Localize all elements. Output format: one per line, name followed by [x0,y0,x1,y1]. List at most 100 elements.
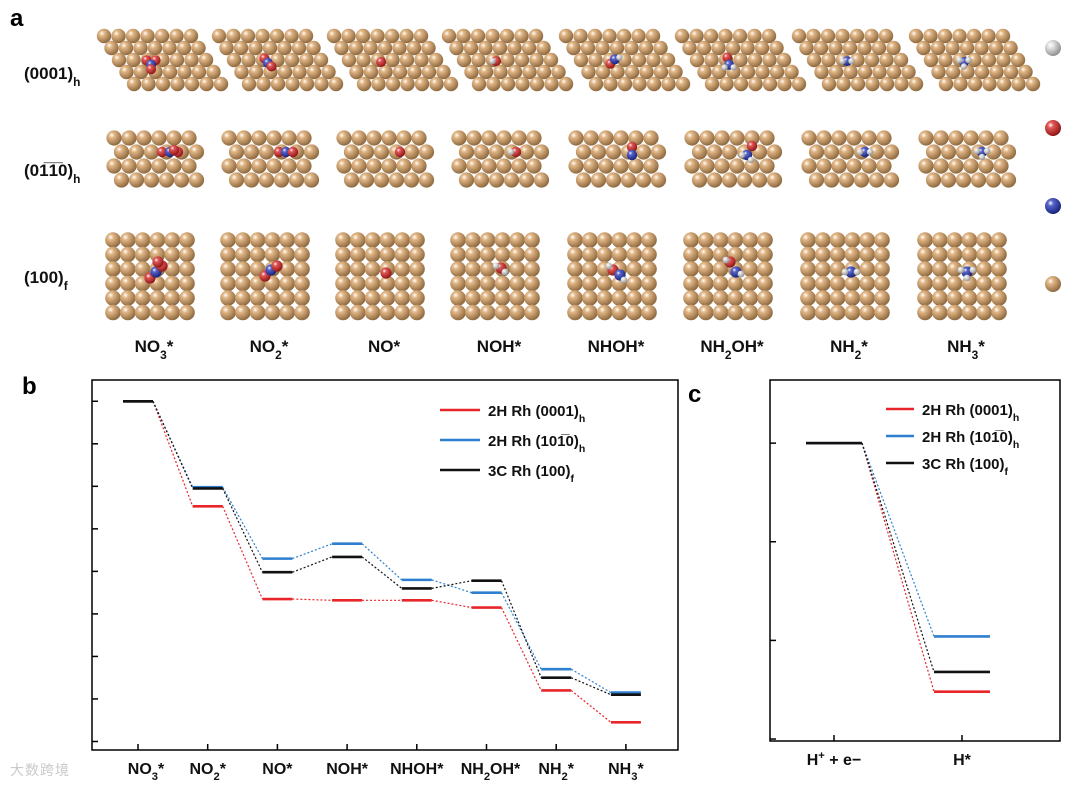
rh-atom [524,246,540,263]
rh-atom [733,76,749,92]
rh-atom [470,28,486,44]
rh-atom [808,172,825,188]
x-tick-label-1-part: * [220,761,227,778]
rh-atom [529,52,544,68]
rh-atom [742,304,758,321]
rh-atom [859,275,875,292]
rh-atom [769,64,785,80]
rh-atom [955,172,972,188]
rh-atom [1003,64,1019,80]
rh-atom [248,40,263,56]
rh-atom [251,158,267,174]
rh-atom [294,290,310,306]
rh-atom [536,64,552,80]
rh-atom [711,40,726,56]
rh-atom [946,304,963,321]
rh-atom [821,52,836,68]
adsorbate-atom [839,57,846,65]
rh-atom [377,40,393,56]
x-tick-label-1-part: 2 [213,771,219,783]
rh-atom [908,28,924,44]
rh-atom [509,246,525,263]
series-2 [806,441,990,674]
rh-atom [240,28,256,44]
rh-atom [183,28,199,44]
rh-atom [235,275,251,292]
rh-atom [675,76,691,92]
rh-atom [978,130,994,146]
connector-line [500,580,542,678]
rh-atom [518,144,535,160]
rh-atom [522,64,537,80]
rh-atom [509,275,525,292]
rh-atom [955,144,972,160]
connector-line [570,668,612,694]
adsorbate-atom [722,256,730,264]
rh-atom [106,130,122,146]
rh-atom [844,246,861,263]
slab-0001-2 [326,28,459,92]
connector-line [292,556,333,573]
rh-atom [551,64,566,80]
legend-label-1: 2H Rh (101̅0)h [922,429,1019,451]
rh-atom [409,246,425,263]
plot-frame [769,379,1061,742]
rh-atom [164,246,180,263]
rh-atom [335,290,351,306]
rh-atom [967,76,983,92]
rh-atom [582,261,598,277]
rh-atom [917,290,933,306]
rh-atom [524,261,540,277]
slab-01-10-0 [106,130,205,188]
rh-atom [220,275,236,292]
rh-atom [294,246,310,263]
column-label-1: NO2* [250,337,289,362]
x-tick-label-0-part: + [818,750,825,762]
adsorbate-atom [271,260,283,272]
rh-atom [946,290,963,306]
rh-atom [646,76,662,92]
rh-atom [407,64,422,80]
rh-atom [111,52,127,68]
rh-atom [392,40,407,56]
rh-atom [874,290,890,306]
rh-atom [976,275,992,292]
rh-atom [206,64,221,80]
rh-atom [970,172,987,188]
rh-atom [279,304,296,321]
rh-atom [762,76,778,92]
rh-atom [465,304,481,321]
rh-atom [844,232,861,248]
x-tick-label-0-part: 3 [152,771,158,783]
rh-atom [106,158,122,174]
rh-atom [524,304,540,321]
rh-atom [350,232,366,248]
column-label-3: NOH* [477,337,522,356]
rh-atom [414,76,430,92]
rh-atom [136,130,152,146]
rh-atom [162,64,178,80]
rh-atom [744,130,760,146]
rh-atom [684,130,700,146]
rh-atom [823,172,840,188]
rh-atom [626,246,642,263]
rh-atom [829,275,846,292]
rh-atom [991,304,1007,321]
rh-atom [343,172,360,188]
rh-atom [836,76,851,92]
rh-atom [596,232,613,248]
rh-atom [761,28,777,44]
rh-atom [697,64,712,80]
rh-atom [270,76,286,92]
slab-01-10-7 [918,130,1017,188]
rh-atom [853,172,870,188]
rh-atom [149,304,166,321]
rh-atom [932,304,948,321]
rh-atom [590,172,607,188]
rh-atom [409,275,425,292]
row-label-2-part: f [64,279,68,293]
rh-atom [279,275,296,292]
rh-atom [844,304,861,321]
rh-atom [727,290,744,306]
column-label-5-part: 2 [725,348,732,362]
